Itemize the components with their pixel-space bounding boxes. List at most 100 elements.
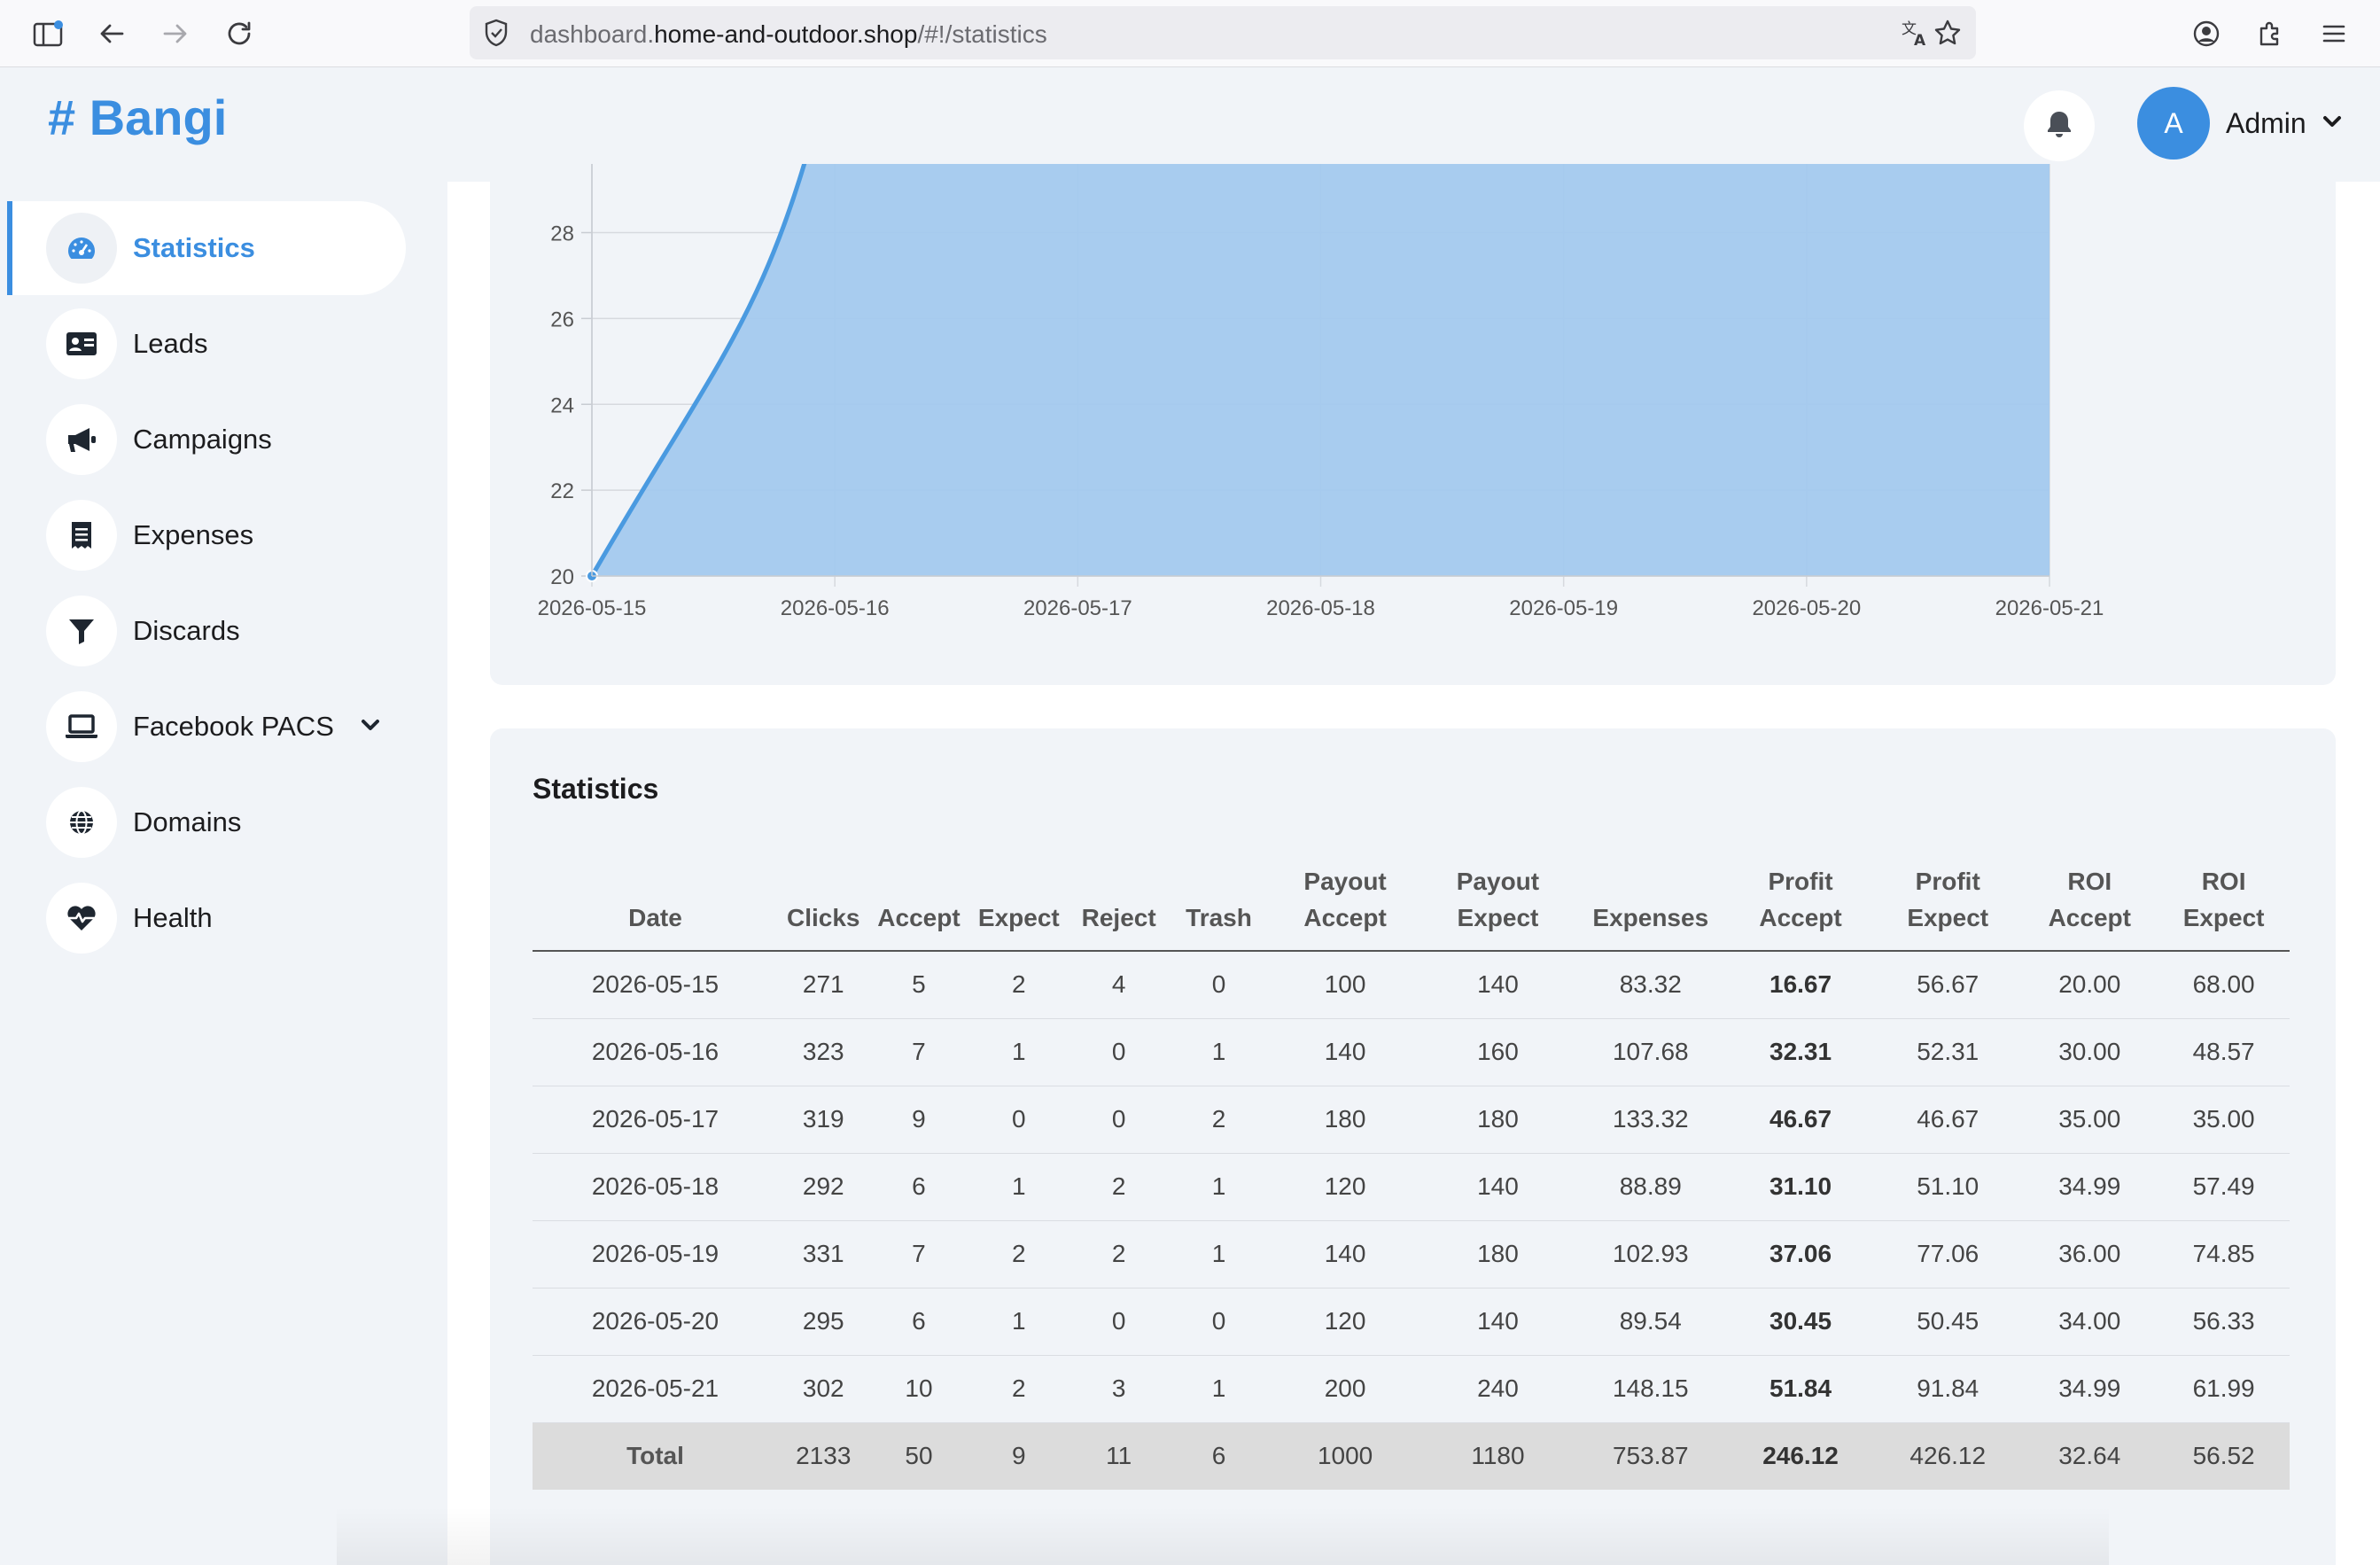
- column-header-roi-expect: ROI Expect: [2158, 863, 2290, 952]
- cell-roi-accept: 32.64: [2021, 1422, 2158, 1490]
- cell-roi-accept: 36.00: [2021, 1220, 2158, 1289]
- column-header-text: Expect: [2182, 904, 2265, 931]
- cell-payout-expect: 180: [1421, 1086, 1575, 1154]
- sidebar-item-statistics[interactable]: Statistics: [7, 201, 406, 295]
- cell-accept: 6: [868, 1153, 969, 1221]
- table-total-row: Total 2133 50 9 11 6 1000 1180 753.87 246.12 426.1…: [533, 1422, 2290, 1490]
- cell-accept: 6: [868, 1288, 969, 1356]
- address-bar[interactable]: dashboard.home-and-outdoor.shop/#!/stati…: [470, 6, 1976, 59]
- sidebar-item-campaigns[interactable]: Campaigns: [7, 393, 406, 487]
- star-icon[interactable]: [1930, 15, 1965, 51]
- cell-profit-expect: 77.06: [1874, 1220, 2022, 1289]
- cell-reject: 11: [1069, 1422, 1170, 1490]
- column-header-text: Reject: [1081, 904, 1156, 931]
- forward-icon[interactable]: [158, 16, 193, 51]
- gauge-icon: [46, 213, 117, 284]
- column-header-reject: Reject: [1069, 863, 1170, 952]
- cell-clicks: 331: [777, 1220, 869, 1289]
- cell-expenses: 88.89: [1574, 1153, 1727, 1221]
- x-tick-label: 2026-05-18: [1266, 596, 1375, 620]
- cell-trash: 1: [1169, 1355, 1269, 1423]
- cell-expect: 9: [968, 1422, 1069, 1490]
- cell-profit-expect: 50.45: [1874, 1288, 2022, 1356]
- svg-text:文: 文: [1902, 20, 1917, 38]
- cell-trash: 0: [1169, 951, 1269, 1019]
- card-title: Statistics: [533, 773, 659, 805]
- cell-payout-accept: 100: [1268, 951, 1422, 1019]
- column-header-text: Expect: [977, 904, 1060, 931]
- menu-icon[interactable]: [2316, 16, 2352, 51]
- cell-payout-expect: 140: [1421, 1153, 1575, 1221]
- cell-accept: 50: [868, 1422, 969, 1490]
- column-header-trash: Trash: [1169, 863, 1269, 952]
- cell-payout-accept: 200: [1268, 1355, 1422, 1423]
- user-name[interactable]: Admin: [2226, 106, 2306, 139]
- column-header-text: ROI: [2067, 868, 2112, 895]
- cell-date: 2026-05-16: [533, 1018, 778, 1086]
- avatar[interactable]: A: [2137, 87, 2210, 160]
- globe-icon: [46, 787, 117, 858]
- user-menu[interactable]: A Admin: [2137, 87, 2342, 160]
- cell-trash: 0: [1169, 1288, 1269, 1356]
- megaphone-icon: [46, 404, 117, 475]
- sidebar-toggle-icon[interactable]: [30, 16, 66, 51]
- sidebar-item-discards[interactable]: Discards: [7, 584, 406, 678]
- y-tick-label: 28: [550, 222, 574, 246]
- svg-text:A: A: [1914, 32, 1926, 47]
- filter-icon: [46, 596, 117, 666]
- chevron-down-icon[interactable]: [361, 718, 380, 736]
- column-header-text: Expect: [1457, 904, 1539, 931]
- cell-roi-expect: 35.00: [2158, 1086, 2290, 1154]
- laptop-icon: [46, 691, 117, 762]
- x-tick-label: 2026-05-21: [1995, 596, 2104, 620]
- url-text[interactable]: dashboard.home-and-outdoor.shop/#!/stati…: [530, 20, 1047, 48]
- cell-profit-accept: 51.84: [1726, 1355, 1875, 1423]
- shield-icon[interactable]: [478, 15, 514, 51]
- cell-profit-accept: 31.10: [1726, 1153, 1875, 1221]
- sidebar-item-facebook-pacs[interactable]: Facebook PACS: [7, 680, 406, 774]
- cell-roi-expect: 56.52: [2158, 1422, 2290, 1490]
- cell-reject: 0: [1069, 1018, 1170, 1086]
- sidebar-item-expenses[interactable]: Expenses: [7, 488, 406, 582]
- sidebar-item-label: Statistics: [133, 232, 255, 263]
- main-content: 20 22 24 26 28 2026-05-15 2026-05-16 2026-05-17…: [447, 164, 2380, 1565]
- statistics-chart: 20 22 24 26 28 2026-05-15 2026-05-16 2026-05-17…: [538, 164, 2104, 620]
- sidebar-item-health[interactable]: Health: [7, 871, 406, 965]
- table-row: 2026-05-15 271 5 2 4 0 100 140 83.32 16.67 56.67 20…: [533, 951, 2290, 1019]
- x-tick-label: 2026-05-16: [781, 596, 890, 620]
- extensions-icon[interactable]: [2252, 16, 2288, 51]
- cell-clicks: 323: [777, 1018, 869, 1086]
- chevron-down-icon[interactable]: [2322, 114, 2342, 133]
- reload-icon[interactable]: [222, 16, 257, 51]
- cell-roi-expect: 74.85: [2158, 1220, 2290, 1289]
- cell-accept: 5: [868, 951, 969, 1019]
- cell-payout-expect: 1180: [1421, 1422, 1575, 1490]
- table-body: 2026-05-15 271 5 2 4 0 100 140 83.32 16.67 56.67 20…: [533, 951, 2290, 1490]
- notifications-button[interactable]: [2024, 90, 2095, 161]
- table-row: 2026-05-21 302 10 2 3 1 200 240 148.15 51.84 91.84…: [533, 1355, 2290, 1423]
- series-area: [592, 164, 2049, 576]
- cell-payout-expect: 140: [1421, 1288, 1575, 1356]
- x-tick-label: 2026-05-15: [538, 596, 647, 620]
- cell-roi-expect: 61.99: [2158, 1355, 2290, 1423]
- sidebar-item-leads[interactable]: Leads: [7, 297, 406, 391]
- sidebar-item-label: Campaigns: [133, 424, 272, 455]
- cell-expenses: 753.87: [1574, 1422, 1727, 1490]
- cell-expect: 1: [968, 1288, 1069, 1356]
- back-icon[interactable]: [94, 16, 129, 51]
- id-card-icon: [46, 308, 117, 379]
- cell-profit-accept: 30.45: [1726, 1288, 1875, 1356]
- cell-clicks: 319: [777, 1086, 869, 1154]
- cell-clicks: 292: [777, 1153, 869, 1221]
- statistics-card: Statistics Date Clicks Accept Expect Reject T…: [490, 728, 2336, 1565]
- column-header-payout-expect: Payout Expect: [1421, 863, 1575, 952]
- account-icon[interactable]: [2189, 16, 2224, 51]
- column-header-text: Accept: [877, 904, 961, 931]
- column-header-payout-accept: Payout Accept: [1268, 863, 1422, 952]
- app-logo[interactable]: # Bangi: [48, 90, 228, 145]
- cell-profit-accept: 46.67: [1726, 1086, 1875, 1154]
- sidebar-item-domains[interactable]: Domains: [7, 775, 406, 869]
- y-tick-label: 20: [550, 565, 574, 589]
- cell-date: 2026-05-18: [533, 1153, 778, 1221]
